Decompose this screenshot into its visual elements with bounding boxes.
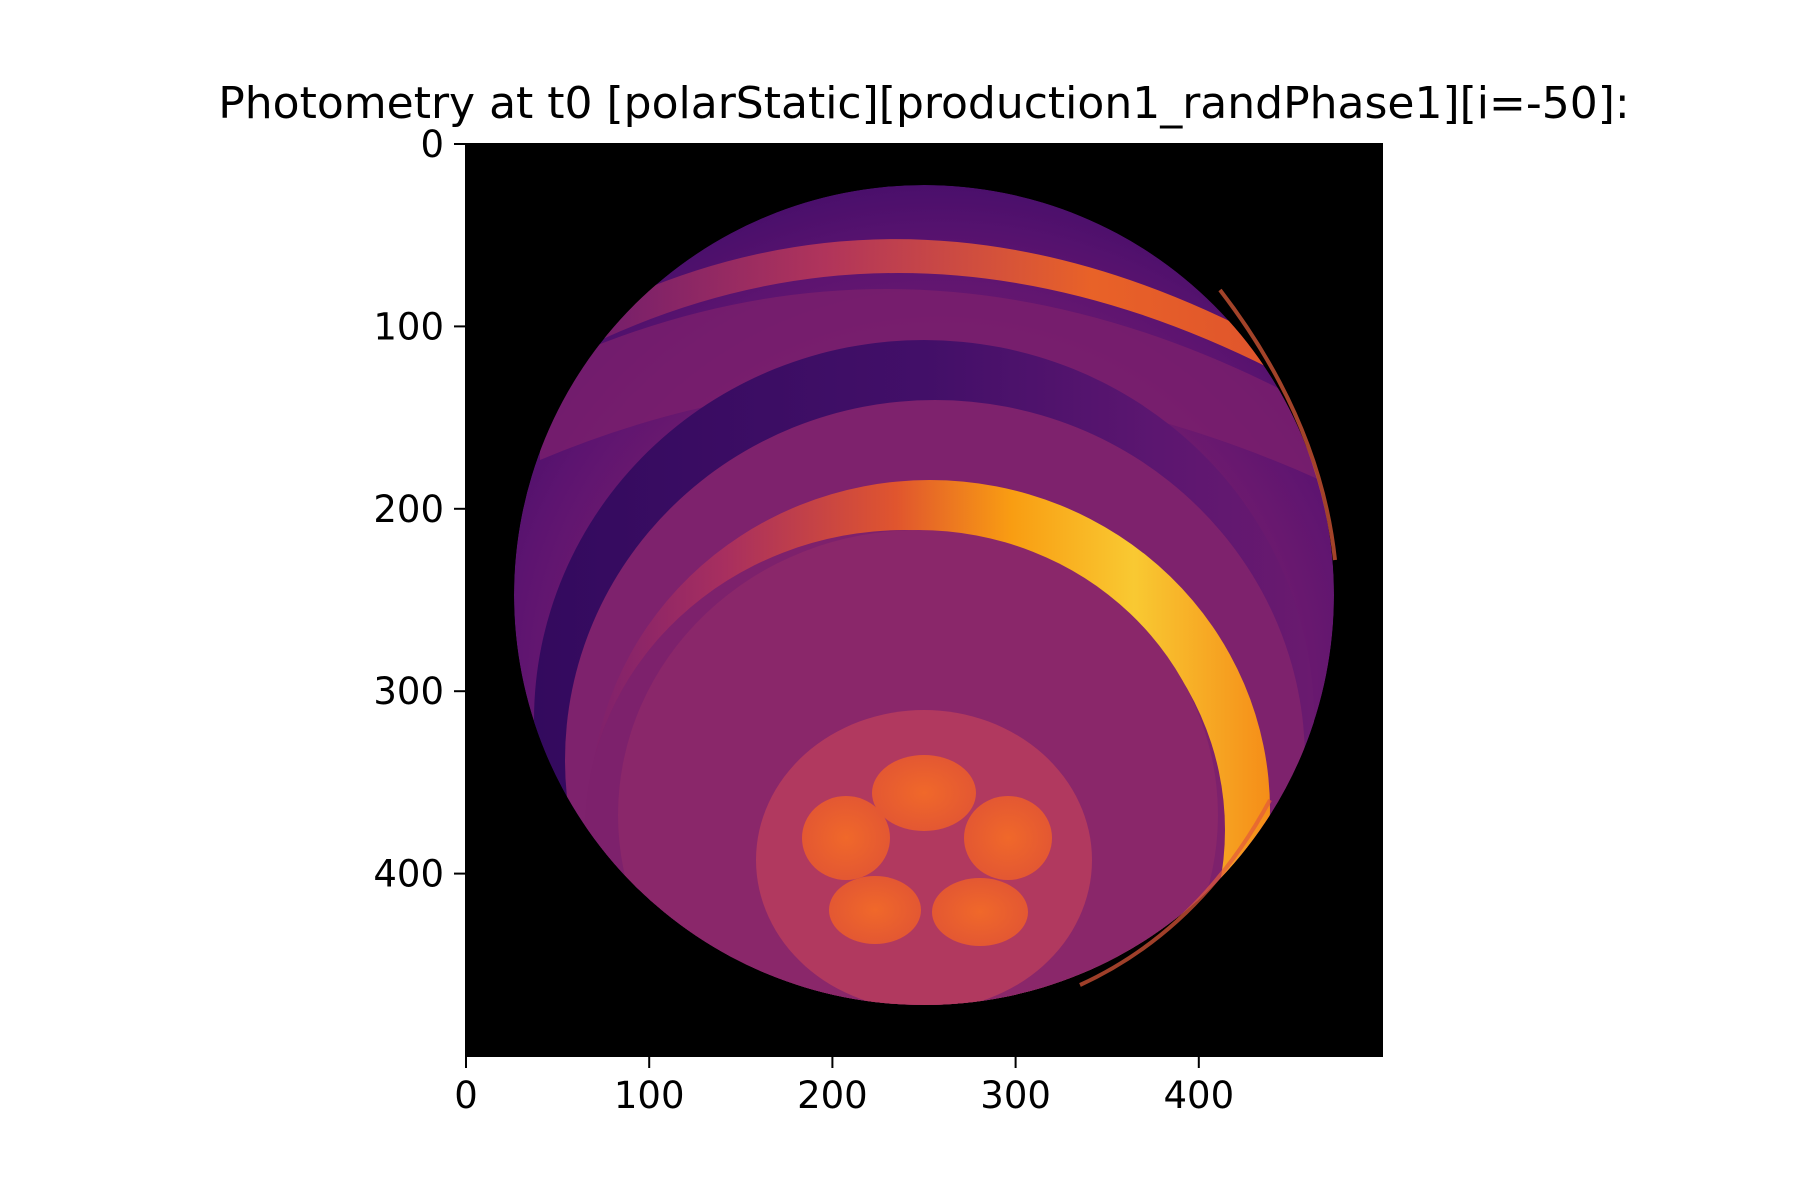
spot	[829, 876, 921, 944]
spot	[802, 796, 890, 880]
chart-title: Photometry at t0 [polarStatic][productio…	[218, 78, 1629, 129]
x-tick-label: 200	[797, 1074, 868, 1117]
spot-cluster	[802, 755, 1052, 946]
spot	[932, 878, 1028, 946]
axes: 0 100 200 300 400 0 100 200 300 400	[373, 123, 1383, 1117]
x-tick-label: 0	[454, 1074, 478, 1117]
y-tick-label: 400	[373, 853, 444, 896]
top-bright-band	[560, 239, 1320, 395]
axes-frame	[465, 143, 1383, 1057]
spot	[964, 796, 1052, 880]
y-tick-label: 100	[373, 305, 444, 348]
limb-highlight	[1218, 288, 1337, 561]
y-tick-label: 0	[420, 123, 444, 166]
x-tick-label: 300	[980, 1074, 1051, 1117]
plot-area	[466, 144, 1382, 1056]
limb-highlight	[1079, 799, 1272, 987]
spot	[872, 755, 976, 831]
x-tick-label: 100	[614, 1074, 685, 1117]
x-tick-label: 400	[1163, 1074, 1234, 1117]
y-tick-label: 300	[373, 670, 444, 713]
y-tick-label: 200	[373, 488, 444, 531]
